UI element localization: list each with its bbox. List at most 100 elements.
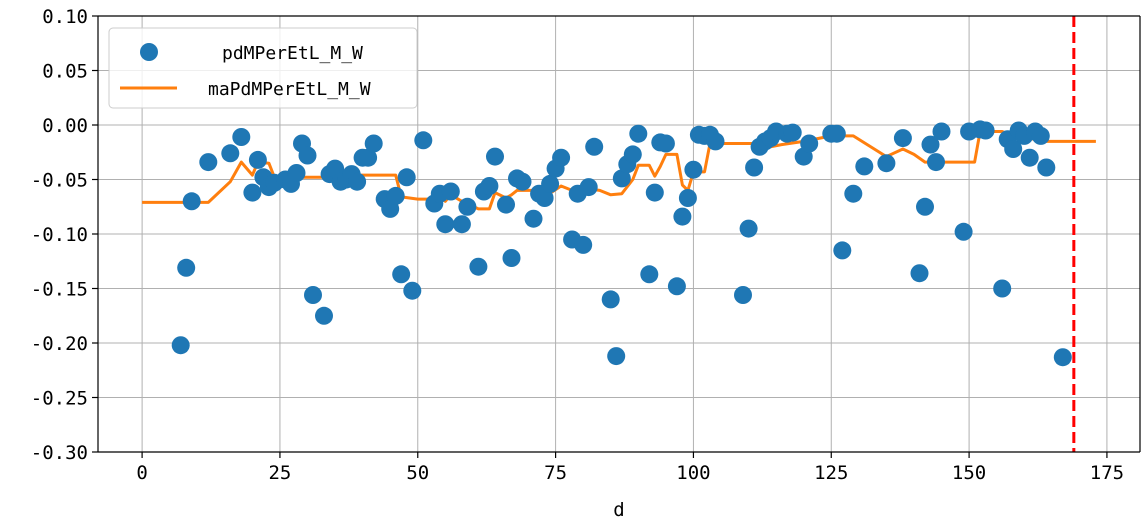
- scatter-point: [827, 124, 846, 143]
- scatter-point: [535, 189, 554, 207]
- scatter-point: [248, 150, 267, 169]
- scatter-point: [833, 241, 852, 260]
- scatter-point: [315, 306, 333, 325]
- scatter-point: [199, 153, 218, 172]
- scatter-point: [364, 134, 383, 153]
- scatter-point: [513, 172, 532, 191]
- scatter-point: [916, 197, 934, 216]
- scatter-point: [734, 286, 752, 304]
- x-tick-label: 0: [136, 462, 147, 484]
- y-tick-label: -0.30: [31, 442, 88, 464]
- scatter-point: [976, 121, 995, 140]
- y-tick-label: -0.10: [31, 224, 88, 246]
- x-tick-label: 125: [814, 462, 848, 484]
- scatter-point: [243, 183, 262, 202]
- scatter-series: [171, 120, 1072, 367]
- scatter-point: [612, 169, 631, 188]
- scatter-point: [386, 186, 405, 205]
- y-tick-label: -0.20: [31, 333, 88, 355]
- x-tick-label: 50: [406, 462, 429, 484]
- y-tick-label: 0.00: [42, 115, 88, 137]
- scatter-point: [921, 135, 940, 154]
- scatter-point: [667, 277, 686, 296]
- legend-label-scatter: pdMPerEtL_M_W: [222, 43, 363, 64]
- scatter-point: [601, 290, 620, 309]
- scatter-point: [1037, 158, 1056, 177]
- scatter-point: [403, 281, 422, 300]
- x-axis-label: d: [613, 499, 624, 521]
- scatter-point: [552, 148, 571, 167]
- scatter-point: [182, 192, 201, 211]
- scatter-point: [221, 144, 240, 163]
- scatter-point: [1053, 348, 1072, 367]
- scatter-point: [783, 123, 802, 142]
- scatter-point: [541, 174, 560, 193]
- x-tick-label: 75: [544, 462, 567, 484]
- scatter-point: [932, 122, 951, 141]
- scatter-point: [441, 182, 460, 201]
- scatter-point: [678, 189, 697, 207]
- scatter-point: [877, 154, 896, 173]
- y-tick-label: -0.05: [31, 170, 88, 192]
- scatter-point: [623, 145, 642, 164]
- scatter-point: [910, 264, 929, 283]
- scatter-point: [348, 172, 367, 191]
- scatter-point: [706, 132, 725, 151]
- scatter-point: [739, 219, 758, 238]
- scatter-point: [893, 129, 912, 148]
- x-tick-label: 150: [952, 462, 986, 484]
- scatter-point: [359, 148, 378, 167]
- legend-box: [108, 27, 418, 109]
- x-tick-label: 175: [1090, 462, 1124, 484]
- scatter-point: [497, 195, 515, 214]
- scatter-point: [414, 131, 433, 150]
- scatter-point: [1020, 148, 1039, 167]
- axes-frame: [97, 15, 1141, 453]
- scatter-point: [397, 168, 416, 187]
- scatter-point: [656, 134, 675, 153]
- legend-scatter-marker: [140, 43, 158, 61]
- scatter-point: [232, 128, 251, 146]
- y-tick-label: -0.25: [31, 388, 88, 410]
- scatter-point: [574, 235, 593, 254]
- scatter-point: [452, 215, 471, 234]
- scatter-point: [993, 279, 1012, 298]
- scatter-point: [436, 215, 455, 234]
- scatter-point: [287, 164, 306, 182]
- series-line-maPdMPerEtL_M_W: [142, 130, 1096, 211]
- x-tick-label: 100: [676, 462, 710, 484]
- x-tick-label: 25: [268, 462, 291, 484]
- scatter-point: [458, 197, 477, 216]
- scatter-point: [486, 147, 504, 166]
- y-tick-label: 0.10: [42, 6, 88, 28]
- scatter-point: [927, 153, 945, 172]
- y-tick-label: -0.15: [31, 279, 88, 301]
- scatter-point: [640, 265, 659, 284]
- scatter-point: [1004, 140, 1023, 158]
- scatter-point: [684, 160, 703, 179]
- scatter-point: [171, 336, 190, 355]
- scatter-point: [629, 124, 648, 143]
- scatter-point: [800, 134, 819, 153]
- scatter-point: [585, 137, 604, 156]
- scatter-point: [579, 178, 598, 197]
- scatter-point: [1031, 126, 1050, 145]
- scatter-point: [177, 258, 196, 277]
- scatter-point: [304, 286, 322, 304]
- scatter-point: [392, 265, 411, 284]
- scatter-point: [844, 184, 863, 203]
- scatter-point: [524, 209, 543, 228]
- scatter-point: [673, 207, 692, 226]
- axis-ticks: 0 25 50 75 100 125 150 175 -0.30 -0.25 -0.20 -0.15 -…: [31, 6, 1124, 484]
- legend-label-line: maPdMPerEtL_M_W: [208, 79, 371, 100]
- moving-average-series: [142, 130, 1096, 211]
- scatter-point: [745, 158, 764, 177]
- scatter-point: [645, 183, 664, 202]
- scatter-point: [298, 146, 317, 165]
- scatter-point: [502, 249, 521, 267]
- y-tick-label: 0.05: [42, 61, 88, 83]
- scatter-point: [954, 222, 973, 241]
- scatter-point: [469, 257, 488, 276]
- scatter-point: [480, 177, 499, 195]
